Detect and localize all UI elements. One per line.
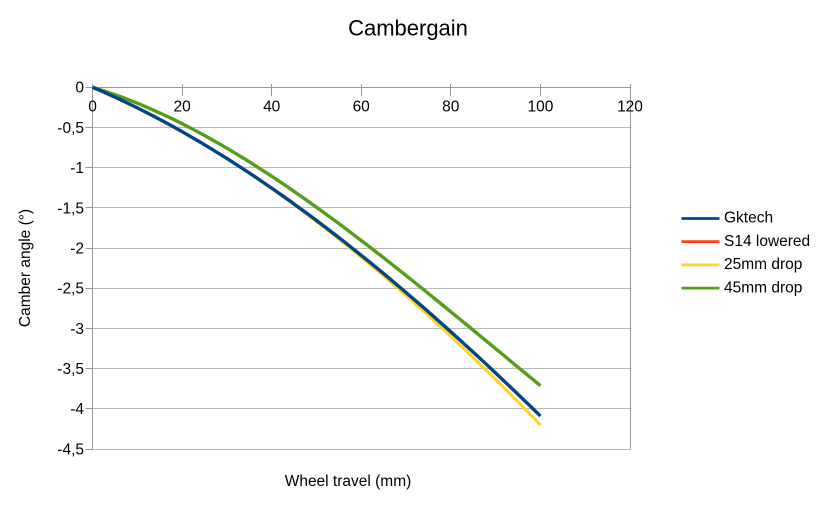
svg-text:40: 40 [263, 99, 281, 116]
svg-text:-2: -2 [70, 241, 84, 258]
svg-text:80: 80 [442, 99, 460, 116]
svg-text:-3: -3 [70, 321, 84, 338]
svg-text:-4,5: -4,5 [57, 441, 84, 458]
svg-text:25mm drop: 25mm drop [724, 256, 802, 273]
svg-text:Gktech: Gktech [724, 210, 773, 227]
svg-text:0: 0 [88, 99, 97, 116]
svg-text:Wheel travel (mm): Wheel travel (mm) [285, 473, 412, 490]
svg-text:60: 60 [353, 99, 371, 116]
svg-text:-1: -1 [70, 160, 84, 177]
svg-text:-4: -4 [70, 401, 84, 418]
svg-text:100: 100 [527, 99, 553, 116]
svg-text:45mm drop: 45mm drop [724, 279, 802, 296]
svg-text:0: 0 [75, 80, 84, 97]
svg-text:Cambergain: Cambergain [348, 16, 468, 41]
svg-text:-3,5: -3,5 [57, 361, 84, 378]
svg-text:-0,5: -0,5 [57, 120, 84, 137]
svg-text:S14 lowered: S14 lowered [724, 233, 810, 250]
svg-text:-1,5: -1,5 [57, 200, 84, 217]
svg-text:20: 20 [173, 99, 191, 116]
svg-text:-2,5: -2,5 [57, 281, 84, 298]
svg-text:Camber angle (°): Camber angle (°) [17, 209, 34, 327]
svg-text:120: 120 [617, 99, 643, 116]
